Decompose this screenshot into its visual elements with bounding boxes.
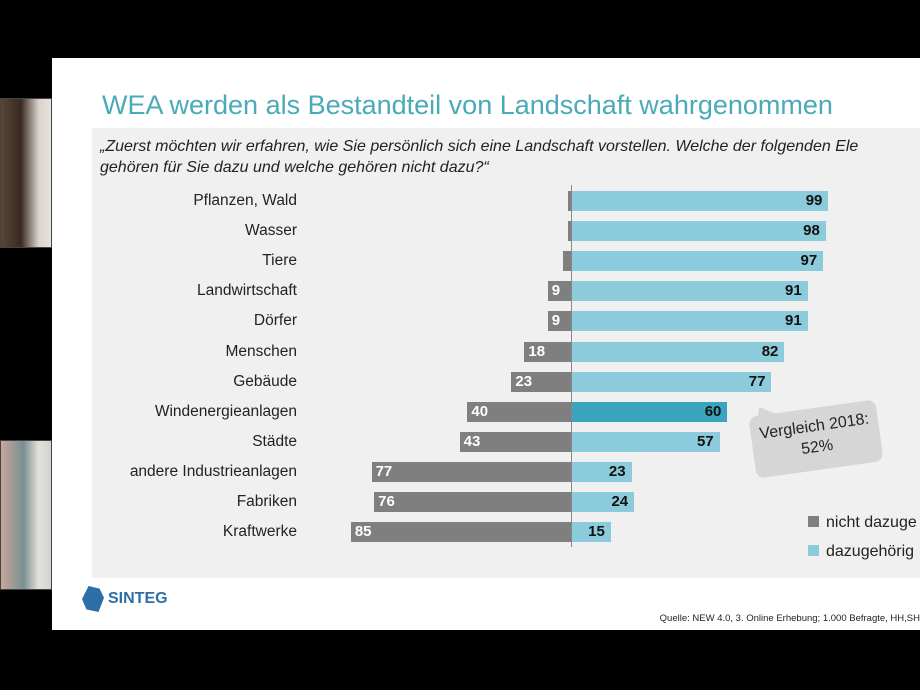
bar-dazugehoerig: 91	[572, 311, 808, 332]
data-label: 97	[800, 252, 818, 270]
category-label: andere Industrieanlagen	[129, 462, 297, 480]
data-label: 82	[761, 342, 779, 360]
data-label: 9	[551, 282, 561, 300]
question-line-2: gehören für Sie dazu und welche gehören …	[100, 159, 489, 176]
legend-item-dazugehoerig: dazugehörig	[808, 543, 914, 561]
bar-nicht-dazugehoerig	[563, 251, 571, 272]
legend-swatch	[808, 545, 819, 556]
bar-nicht-dazugehoerig	[568, 221, 571, 242]
data-label: 9	[551, 312, 561, 330]
data-label: 85	[354, 523, 372, 541]
bar-nicht-dazugehoerig: 9	[547, 281, 571, 302]
data-label: 99	[805, 192, 823, 209]
category-label: Fabriken	[236, 493, 297, 510]
category-label: Wasser	[245, 222, 297, 240]
bar-nicht-dazugehoerig	[568, 191, 571, 211]
data-label: 15	[588, 523, 605, 541]
data-label: 23	[608, 462, 626, 480]
comparison-callout: Vergleich 2018: 52%	[748, 399, 884, 479]
data-label: 60	[704, 402, 722, 420]
bar-nicht-dazugehoerig: 9	[547, 311, 571, 332]
bar-dazugehoerig: 91	[572, 281, 808, 302]
data-label: 43	[463, 432, 481, 450]
category-label: Pflanzen, Wald	[193, 192, 297, 209]
bar-dazugehoerig: 57	[572, 431, 720, 452]
bar-dazugehoerig: 24	[572, 492, 635, 512]
legend-swatch	[808, 516, 819, 527]
bar-dazugehoerig: 77	[572, 371, 772, 392]
question-line-1: „Zuerst möchten wir erfahren, wie Sie pe…	[100, 138, 859, 155]
logo-icon	[82, 586, 104, 612]
legend-label: dazugehörig	[826, 543, 915, 560]
data-label: 77	[375, 462, 393, 480]
category-label: Städte	[252, 432, 297, 450]
bar-nicht-dazugehoerig: 77	[371, 461, 571, 482]
category-label: Menschen	[225, 342, 297, 360]
bar-nicht-dazugehoerig: 85	[350, 522, 571, 543]
zero-axis	[571, 185, 572, 547]
sinteg-logo: SINTEG	[82, 586, 168, 612]
data-label: 98	[803, 222, 820, 240]
bar-nicht-dazugehoerig: 23	[511, 371, 571, 392]
chart-panel: „Zuerst möchten wir erfahren, wie Sie pe…	[92, 128, 920, 578]
slide-title: WEA werden als Bestandteil von Landschaf…	[102, 90, 833, 120]
participant-video-1[interactable]	[0, 98, 52, 248]
source-note: Quelle: NEW 4.0, 3. Online Erhebung; 1.0…	[659, 613, 920, 624]
data-label: 18	[528, 342, 546, 360]
survey-question: „Zuerst möchten wir erfahren, wie Sie pe…	[100, 136, 858, 178]
bar-dazugehoerig: 23	[572, 461, 632, 482]
bar-dazugehoerig: 82	[572, 341, 785, 362]
category-label: Tiere	[262, 252, 297, 270]
bar-dazugehoerig: 15	[572, 522, 611, 543]
category-label: Kraftwerke	[222, 523, 297, 541]
data-label: 91	[785, 312, 802, 330]
data-label: 76	[378, 493, 395, 510]
category-label: Landwirtschaft	[197, 282, 297, 300]
legend-item-nicht-dazugehoerig: nicht dazuge	[808, 514, 917, 532]
shared-slide: WEA werden als Bestandteil von Landschaf…	[52, 58, 920, 630]
bar-nicht-dazugehoerig: 43	[459, 431, 571, 452]
participant-video-2[interactable]	[0, 440, 52, 590]
data-label: 40	[471, 402, 489, 420]
category-label: Dörfer	[253, 312, 297, 330]
bar-dazugehoerig: 97	[572, 251, 824, 272]
bar-dazugehoerig: 60	[572, 401, 728, 422]
data-label: 57	[696, 432, 714, 450]
legend-label: nicht dazuge	[826, 514, 917, 531]
data-label: 91	[785, 282, 802, 300]
bar-nicht-dazugehoerig: 40	[467, 401, 571, 422]
category-label: Windenergieanlagen	[154, 402, 297, 420]
data-label: 77	[748, 372, 766, 390]
bar-nicht-dazugehoerig: 18	[524, 341, 571, 362]
bar-nicht-dazugehoerig: 76	[374, 492, 571, 512]
data-label: 23	[515, 372, 533, 390]
category-label: Gebäude	[233, 372, 297, 390]
bar-dazugehoerig: 99	[572, 191, 829, 211]
data-label: 24	[611, 493, 629, 510]
bar-dazugehoerig: 98	[572, 221, 826, 242]
logo-text: SINTEG	[108, 590, 168, 607]
